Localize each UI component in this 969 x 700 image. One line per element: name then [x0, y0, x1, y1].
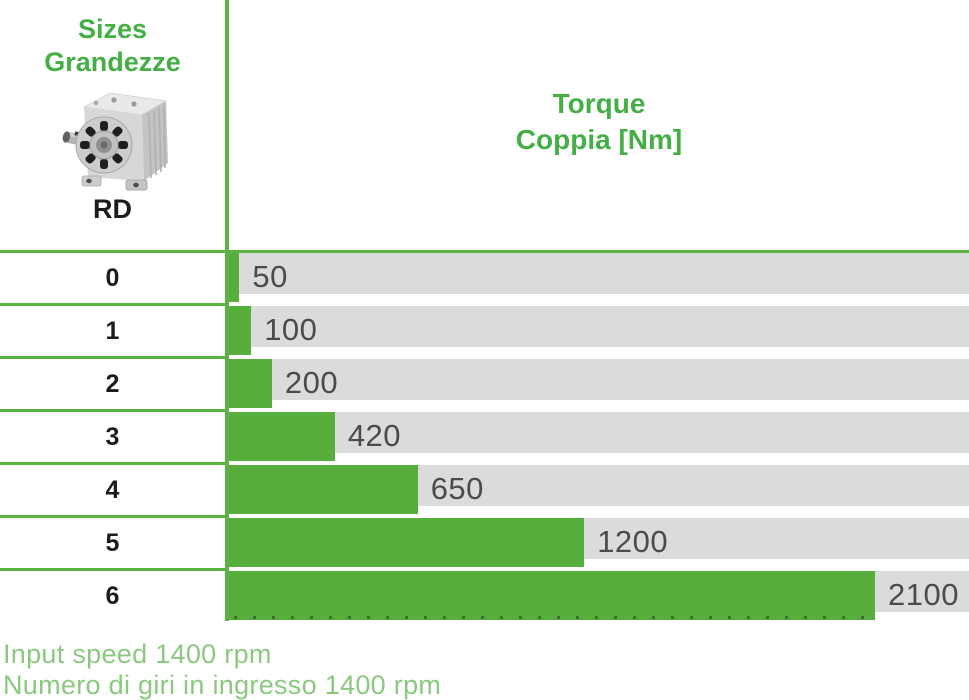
torque-bar: [229, 571, 876, 620]
size-label: 2: [0, 356, 225, 409]
torque-value: 650: [430, 470, 484, 506]
torque-value: 100: [264, 311, 318, 347]
bar-track: [229, 253, 969, 294]
torque-column-header: Torque Coppia [Nm]: [229, 0, 969, 250]
column-divider-segment: [225, 409, 229, 462]
column-divider-segment: [225, 462, 229, 515]
sizes-title-en: Sizes: [77, 14, 148, 44]
bar-cell: 2100: [229, 568, 969, 621]
chart-row: 4 650: [0, 462, 969, 515]
torque-value: 420: [347, 417, 402, 453]
bar-chart-rows: 0 50 1 100 2 200 3 420 4 650 5 1200 6 2100: [0, 250, 969, 621]
column-divider-segment: [225, 356, 229, 409]
bar-cell: 420: [229, 409, 969, 462]
column-divider-segment: [225, 250, 229, 303]
chart-row: 5 1200: [0, 515, 969, 568]
gearbox-flange: [75, 116, 132, 174]
torque-title-it: Coppia [Nm]: [515, 124, 683, 155]
sizes-column-header: Sizes Grandezze: [0, 0, 225, 250]
bar-track: [229, 306, 969, 347]
size-label: 4: [0, 462, 225, 515]
column-divider-segment: [225, 515, 229, 568]
torque-title-en: Torque: [552, 88, 646, 119]
size-label: 3: [0, 409, 225, 462]
chart-header: Sizes Grandezze: [0, 0, 969, 250]
size-label: 5: [0, 515, 225, 568]
column-divider: [225, 0, 229, 250]
torque-bar: [229, 412, 335, 461]
column-divider-segment: [225, 568, 229, 621]
rd-gearbox-photo-icon: [62, 92, 168, 191]
bar-cell: 1200: [229, 515, 969, 568]
torque-value: 1200: [597, 523, 669, 559]
bar-cell: 200: [229, 356, 969, 409]
chart-row: 3 420: [0, 409, 969, 462]
torque-bar: [229, 518, 585, 567]
bar-cell: 650: [229, 462, 969, 515]
sizes-title: Sizes Grandezze: [0, 13, 225, 79]
footnote-it: Numero di giri in ingresso 1400 rpm: [3, 670, 442, 700]
size-label: 1: [0, 303, 225, 356]
footnote-en: Input speed 1400 rpm: [3, 639, 272, 669]
torque-value: 200: [284, 364, 339, 400]
size-label: 0: [0, 250, 225, 303]
chart-row: 1 100: [0, 303, 969, 356]
chart-row: 6 2100: [0, 568, 969, 621]
chart-row: 0 50: [0, 250, 969, 303]
torque-value: 50: [252, 258, 288, 294]
torque-value: 2100: [888, 576, 959, 612]
product-code-label: RD: [93, 194, 132, 224]
chart-footnote: Input speed 1400 rpm Numero di giri in i…: [3, 639, 441, 700]
torque-title: Torque Coppia [Nm]: [229, 86, 969, 158]
sizes-title-it: Grandezze: [44, 47, 181, 77]
chart-row: 2 200: [0, 356, 969, 409]
torque-bar: [229, 253, 240, 302]
torque-bar: [229, 359, 272, 408]
bar-track: [229, 359, 969, 400]
bar-track: [229, 412, 969, 453]
column-divider-segment: [225, 303, 229, 356]
gearbox-feet: [81, 175, 147, 191]
torque-bar: [229, 306, 252, 355]
torque-bar: [229, 465, 418, 514]
size-label: 6: [0, 568, 225, 621]
bar-cell: 50: [229, 250, 969, 303]
bar-cell: 100: [229, 303, 969, 356]
